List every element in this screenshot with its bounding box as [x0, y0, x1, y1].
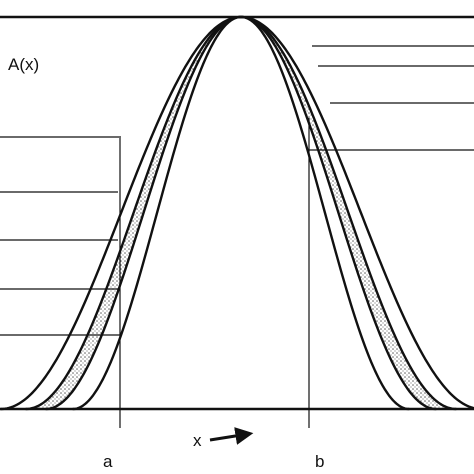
bell-curves	[0, 15, 474, 411]
marker-b-label: b	[315, 452, 324, 471]
right-stippled-band	[261, 25, 456, 410]
level-lines	[0, 45, 474, 336]
y-axis-label: A(x)	[8, 55, 39, 74]
bell-curve-3	[44, 15, 438, 411]
marker-a-label: a	[103, 452, 113, 471]
bell-curve-1	[0, 15, 474, 411]
bell-curve-4	[71, 15, 411, 411]
x-axis-label: x	[193, 431, 202, 450]
right-arrow-icon	[209, 427, 254, 445]
left-stippled-band	[26, 26, 221, 409]
